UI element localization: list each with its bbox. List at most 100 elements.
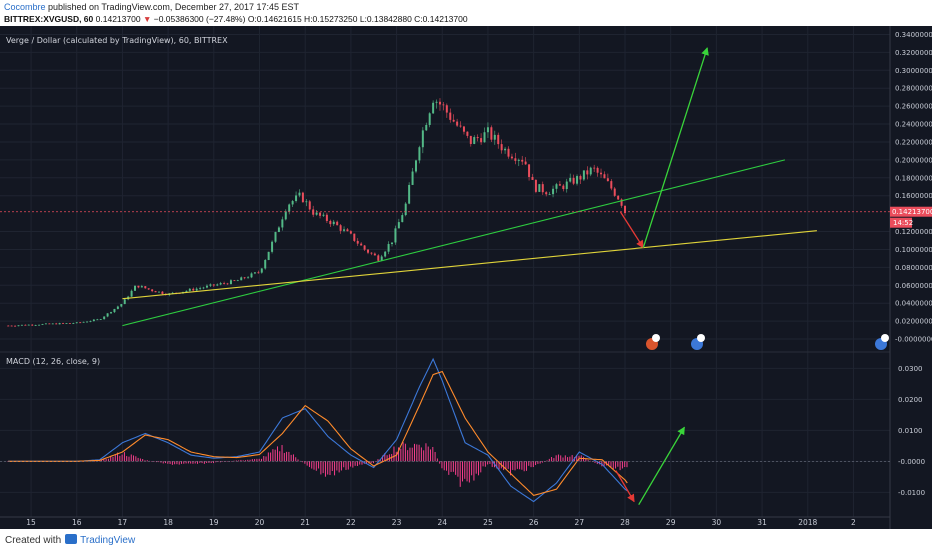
candle-body [476, 137, 479, 139]
macd-projection-down[interactable] [615, 470, 635, 503]
candle-body [274, 232, 277, 242]
histogram-bar [222, 461, 224, 462]
candle-body [305, 201, 308, 203]
histogram-bar [525, 461, 527, 471]
chart-area[interactable]: Verge / Dollar (calculated by TradingVie… [0, 26, 932, 529]
histogram-bar [327, 461, 329, 475]
histogram-bar [130, 454, 132, 462]
macd-axis[interactable]: 0.0300 0.0200 0.0100 -0.0000 -0.0100 [898, 365, 925, 497]
price-tag-box [890, 206, 932, 217]
green-trendline[interactable] [122, 159, 786, 327]
candle-body [346, 229, 349, 232]
histogram-bar [167, 461, 169, 464]
histogram-bar [519, 461, 521, 470]
histogram-bar [176, 461, 178, 465]
histogram-bar [114, 454, 116, 462]
histogram-bar [279, 451, 281, 462]
time-tick-label: 31 [757, 518, 767, 527]
candle-body [116, 306, 119, 309]
histogram-bar [290, 454, 292, 462]
histogram-bar [260, 458, 262, 462]
histogram-bar [142, 458, 144, 462]
histogram-bar [610, 461, 612, 467]
histogram-bar [155, 461, 157, 463]
candle-body [456, 121, 459, 126]
candle-body [271, 241, 274, 252]
histogram-bar [382, 455, 384, 462]
histogram-bar [281, 445, 283, 462]
candle-body [353, 233, 356, 241]
macd-projection-up[interactable] [638, 426, 685, 506]
candle-body [552, 188, 555, 195]
histogram-bar [137, 457, 139, 462]
yellow-trendline[interactable] [122, 230, 817, 300]
time-tick-label: 22 [346, 518, 356, 527]
candle-body [72, 323, 75, 324]
chart-canvas[interactable]: Verge / Dollar (calculated by TradingVie… [0, 26, 932, 529]
candle-body [572, 177, 575, 184]
histogram-bar [324, 461, 326, 477]
histogram-bar [304, 461, 306, 464]
candle-body [596, 167, 599, 173]
candle-body [462, 126, 465, 132]
histogram-bar [231, 461, 233, 462]
trendlines[interactable] [122, 159, 817, 327]
tradingview-link[interactable]: TradingView [80, 535, 136, 546]
histogram-bar [359, 461, 361, 465]
earnings-marker-icon[interactable] [875, 334, 889, 350]
time-tick-label: 24 [437, 518, 447, 527]
histogram-bar [169, 461, 171, 464]
price-projection-up[interactable] [642, 47, 709, 248]
candle-body [151, 289, 154, 292]
candle-body [171, 292, 174, 294]
earnings-marker-icon[interactable] [646, 334, 660, 350]
candle-body [593, 167, 596, 169]
histogram-bar [153, 461, 155, 462]
candle-body [425, 124, 428, 131]
candle-body [130, 290, 133, 297]
histogram-bar [484, 461, 486, 467]
candles [7, 98, 627, 327]
candle-body [445, 105, 448, 113]
histogram-bar [235, 460, 237, 462]
candle-body [397, 222, 400, 229]
histogram-bar [103, 458, 105, 462]
author-link[interactable]: Cocombre [4, 2, 46, 12]
earnings-marker-icon[interactable] [691, 334, 705, 350]
price-projection-down[interactable] [619, 211, 644, 249]
event-markers[interactable] [646, 334, 889, 350]
candle-body [538, 184, 541, 192]
histogram-bar [395, 451, 397, 462]
time-axis[interactable]: 15 16 17 18 19 20 21 22 23 24 25 26 27 28 29 30 31 2018 2 [26, 518, 856, 527]
histogram-bar [334, 461, 336, 476]
candle-body [442, 104, 445, 106]
histogram-bar [133, 455, 135, 462]
histogram-bar [121, 454, 123, 462]
projection-arrows[interactable] [615, 47, 709, 506]
candle-body [449, 112, 452, 120]
histogram-bar [548, 458, 550, 462]
candle-body [17, 325, 20, 327]
time-tick-label: 29 [666, 518, 676, 527]
histogram-bar [112, 456, 114, 462]
histogram-bar [267, 452, 269, 462]
histogram-bar [354, 461, 356, 466]
candle-body [610, 181, 613, 189]
histogram-bar [315, 461, 317, 471]
histogram-bar [452, 461, 454, 472]
candle-body [44, 323, 47, 325]
candle-body [377, 255, 380, 261]
candle-body [555, 184, 558, 189]
histogram-bar [366, 461, 368, 464]
symbol-label: BITTREX:XVGUSD, 60 [4, 14, 94, 24]
histogram-bar [418, 444, 420, 462]
macd-tick-label: -0.0100 [898, 489, 925, 497]
candle-body [10, 325, 13, 327]
histogram-bar [158, 461, 160, 463]
histogram-bar [505, 461, 507, 470]
histogram-bar [571, 455, 573, 462]
